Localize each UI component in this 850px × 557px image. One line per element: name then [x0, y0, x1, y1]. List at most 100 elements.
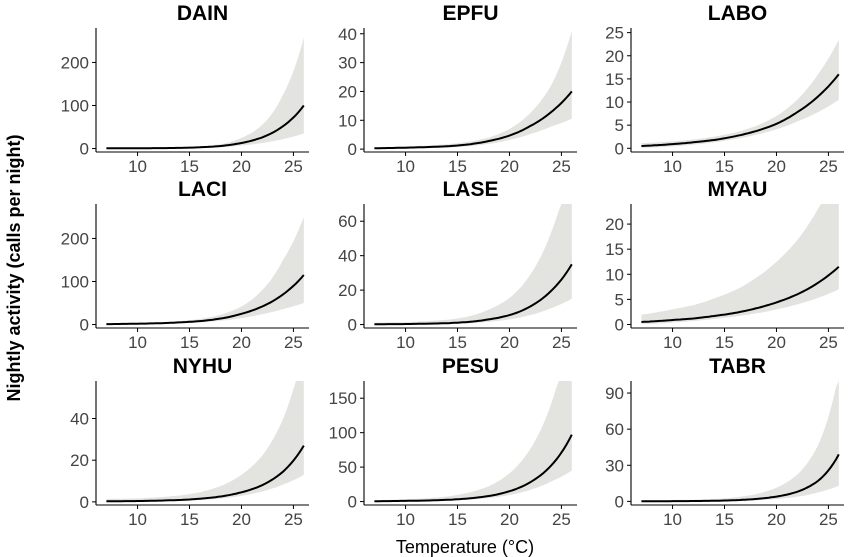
panel-epfu: EPFU 0 10 20 30 40 10 15 20 25 [338, 2, 577, 176]
y-tick-label: 20 [605, 47, 624, 66]
x-tick-label: 15 [180, 157, 199, 176]
confidence-band [374, 204, 572, 325]
x-tick-label: 15 [715, 157, 734, 176]
x-tick-label: 15 [448, 510, 467, 529]
x-tick-label: 10 [663, 333, 682, 352]
confidence-band [641, 204, 839, 324]
x-tick-label: 20 [500, 333, 519, 352]
y-tick-label: 40 [70, 410, 89, 429]
confidence-band [641, 381, 839, 502]
panel-title: DAIN [177, 2, 228, 25]
panel-title: TABR [709, 355, 766, 378]
y-tick-label: 150 [329, 389, 357, 408]
x-tick-label: 15 [448, 157, 467, 176]
fitted-curve [106, 445, 305, 503]
x-tick-label: 25 [819, 157, 838, 176]
confidence-band [374, 381, 572, 502]
x-tick-label: 15 [715, 510, 734, 529]
x-tick-label: 10 [396, 333, 415, 352]
y-tick-label: 30 [605, 456, 624, 475]
x-tick-label: 10 [663, 157, 682, 176]
x-tick-label: 10 [663, 510, 682, 529]
panel-nyhu: NYHU 0 20 40 10 15 20 25 [70, 355, 309, 529]
fitted-curve [641, 266, 840, 323]
fitted-curve [641, 73, 840, 147]
y-tick-label: 30 [338, 54, 357, 73]
y-tick-label: 10 [605, 265, 624, 284]
y-tick-label: 20 [338, 82, 357, 101]
x-tick-label: 25 [284, 510, 303, 529]
panel-myau: MYAU 0 5 10 15 20 10 15 20 25 [605, 178, 844, 352]
x-tick-label: 20 [767, 157, 786, 176]
y-tick-label: 40 [338, 25, 357, 44]
x-axis-label: Temperature (°C) [396, 537, 534, 557]
y-tick-label: 100 [329, 424, 357, 443]
y-tick-label: 0 [615, 492, 624, 511]
x-tick-label: 10 [396, 510, 415, 529]
panel-title: PESU [442, 355, 499, 378]
fitted-curve [374, 434, 573, 503]
x-tick-label: 25 [284, 157, 303, 176]
fitted-curve [641, 453, 840, 503]
x-tick-label: 25 [552, 510, 571, 529]
x-tick-label: 20 [500, 510, 519, 529]
y-tick-label: 0 [615, 139, 624, 158]
x-tick-label: 15 [180, 333, 199, 352]
fitted-curve [106, 274, 305, 326]
fitted-curve [374, 263, 573, 326]
y-tick-label: 0 [80, 316, 89, 335]
y-tick-label: 0 [80, 493, 89, 512]
y-tick-label: 25 [605, 24, 624, 43]
x-tick-label: 15 [180, 510, 199, 529]
x-tick-label: 25 [552, 333, 571, 352]
panel-title: EPFU [442, 2, 498, 25]
x-tick-label: 15 [448, 333, 467, 352]
y-tick-label: 15 [605, 240, 624, 259]
y-tick-label: 0 [348, 140, 357, 159]
panel-pesu: PESU 0 50 100 150 10 15 20 25 [329, 355, 577, 529]
confidence-band [106, 381, 304, 502]
y-tick-label: 0 [80, 140, 89, 159]
y-tick-label: 90 [605, 384, 624, 403]
x-tick-label: 25 [819, 510, 838, 529]
x-tick-label: 20 [767, 333, 786, 352]
y-tick-label: 0 [615, 315, 624, 334]
x-tick-label: 15 [715, 333, 734, 352]
panel-dain: DAIN 0 100 200 10 15 20 25 [61, 2, 309, 176]
confidence-band [106, 37, 304, 149]
panel-title: LACI [178, 178, 227, 201]
x-tick-label: 20 [767, 510, 786, 529]
y-axis-label: Nightly activity (calls per night) [4, 134, 24, 401]
confidence-band [374, 30, 572, 150]
y-tick-label: 20 [338, 281, 357, 300]
y-tick-label: 60 [338, 212, 357, 231]
fitted-curve [374, 90, 573, 150]
panel-labo: LABO 0 5 10 15 20 25 10 15 20 25 [605, 2, 844, 176]
y-tick-label: 20 [70, 451, 89, 470]
y-tick-label: 5 [615, 290, 624, 309]
panel-tabr: TABR 0 30 60 90 10 15 20 25 [605, 355, 844, 529]
y-tick-label: 60 [605, 420, 624, 439]
y-tick-label: 40 [338, 247, 357, 266]
confidence-band [106, 216, 304, 325]
y-tick-label: 0 [348, 493, 357, 512]
x-tick-label: 20 [500, 157, 519, 176]
y-tick-label: 50 [338, 458, 357, 477]
y-tick-label: 15 [605, 70, 624, 89]
x-tick-label: 10 [128, 510, 147, 529]
x-tick-label: 20 [232, 510, 251, 529]
panel-laci: LACI 0 100 200 10 15 20 25 [61, 178, 309, 352]
y-tick-label: 100 [61, 97, 89, 116]
panel-title: LASE [442, 178, 498, 201]
x-tick-label: 10 [128, 333, 147, 352]
panel-lase: LASE 0 20 40 60 10 15 20 25 [338, 178, 577, 352]
confidence-band [641, 39, 839, 148]
x-tick-label: 20 [232, 157, 251, 176]
x-tick-label: 10 [396, 157, 415, 176]
x-tick-label: 10 [128, 157, 147, 176]
y-tick-label: 100 [61, 273, 89, 292]
x-tick-label: 25 [552, 157, 571, 176]
x-tick-label: 25 [819, 333, 838, 352]
